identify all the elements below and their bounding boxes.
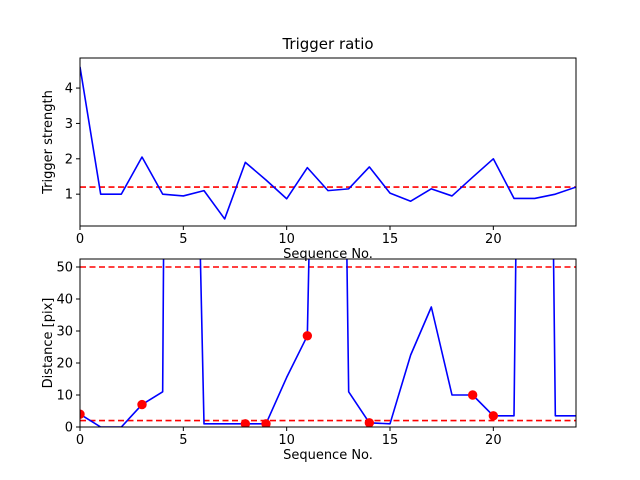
x-tick-label: 15 bbox=[382, 433, 399, 448]
axes-frame bbox=[79, 57, 577, 227]
x-axis-label: Sequence No. bbox=[283, 448, 373, 463]
axes-frame bbox=[79, 258, 577, 428]
y-tick-label: 20 bbox=[56, 357, 73, 372]
data-marker bbox=[261, 419, 271, 427]
x-tick-label: 0 bbox=[76, 232, 84, 247]
x-tick-label: 20 bbox=[485, 232, 502, 247]
chart-title: Trigger ratio bbox=[281, 35, 373, 53]
x-tick-label: 0 bbox=[76, 433, 84, 448]
x-axis-label: Sequence No. bbox=[283, 247, 373, 262]
y-axis-label: Trigger strength bbox=[41, 90, 56, 195]
data-marker bbox=[137, 399, 147, 410]
y-tick-label: 0 bbox=[65, 421, 73, 436]
x-tick-label: 15 bbox=[382, 232, 399, 247]
data-marker bbox=[467, 390, 478, 400]
x-tick-label: 5 bbox=[179, 232, 187, 247]
y-tick-label: 3 bbox=[65, 117, 73, 132]
x-tick-label: 10 bbox=[278, 433, 295, 448]
chart-1: 0 5 10 15 20 0 10 20 30 40 50 Sequence No. Distance … bbox=[41, 258, 577, 463]
x-tick-label: 5 bbox=[179, 433, 187, 448]
data-marker bbox=[364, 418, 375, 427]
y-tick-label: 50 bbox=[56, 261, 73, 276]
x-tick-label: 20 bbox=[485, 433, 502, 448]
y-tick-label: 10 bbox=[56, 389, 73, 404]
data-marker bbox=[240, 419, 251, 427]
plot-area bbox=[80, 259, 576, 427]
data-marker bbox=[302, 331, 313, 341]
chart-0: 0 5 10 15 20 1 2 3 4 Sequence No. Trigger strength… bbox=[41, 35, 577, 262]
y-tick-label: 40 bbox=[56, 293, 73, 308]
series-line bbox=[80, 259, 576, 427]
y-tick-label: 1 bbox=[65, 188, 73, 203]
series-line bbox=[80, 66, 576, 220]
plot-area bbox=[80, 66, 576, 220]
y-tick-label: 2 bbox=[65, 152, 73, 167]
y-tick-label: 4 bbox=[65, 82, 73, 97]
y-axis-label: Distance [pix] bbox=[41, 298, 56, 389]
x-tick-label: 10 bbox=[278, 232, 295, 247]
y-tick-label: 30 bbox=[56, 325, 73, 340]
data-marker bbox=[488, 411, 499, 421]
